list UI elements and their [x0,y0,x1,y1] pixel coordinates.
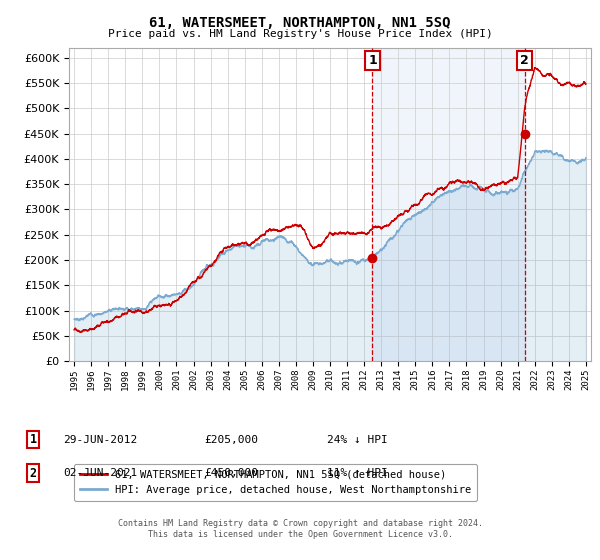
Bar [373,48,525,361]
Text: 2: 2 [520,54,529,67]
Text: 29-JUN-2012: 29-JUN-2012 [63,435,137,445]
Text: 1: 1 [29,433,37,446]
Text: 11% ↑ HPI: 11% ↑ HPI [327,468,388,478]
Legend: 61, WATERSMEET, NORTHAMPTON, NN1 5SQ (detached house), HPI: Average price, detac: 61, WATERSMEET, NORTHAMPTON, NN1 5SQ (de… [74,464,478,501]
Text: 24% ↓ HPI: 24% ↓ HPI [327,435,388,445]
Text: 61, WATERSMEET, NORTHAMPTON, NN1 5SQ: 61, WATERSMEET, NORTHAMPTON, NN1 5SQ [149,16,451,30]
Text: 1: 1 [368,54,377,67]
Text: 2: 2 [29,466,37,480]
Text: 02-JUN-2021: 02-JUN-2021 [63,468,137,478]
Text: Contains HM Land Registry data © Crown copyright and database right 2024.
This d: Contains HM Land Registry data © Crown c… [118,520,482,539]
Text: £450,000: £450,000 [204,468,258,478]
Text: Price paid vs. HM Land Registry's House Price Index (HPI): Price paid vs. HM Land Registry's House … [107,29,493,39]
Text: £205,000: £205,000 [204,435,258,445]
